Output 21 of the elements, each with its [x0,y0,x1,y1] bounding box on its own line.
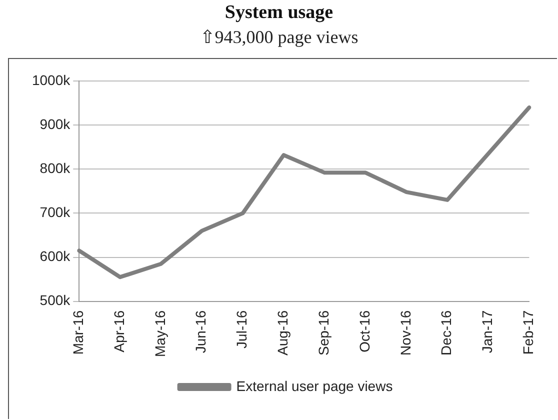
x-tick-label: Oct-16 [356,310,372,352]
legend-label: External user page views [236,378,393,394]
chart-subtitle: ⇧943,000 page views [198,26,360,48]
x-tick-label: Aug-16 [274,310,291,356]
x-tick-label: May-16 [152,310,168,358]
y-tick-label: 500k [40,292,72,308]
y-tick-label: 700k [40,204,72,220]
chart-title: System usage [224,2,334,24]
x-tick-label: Dec-16 [438,310,454,356]
x-tick-label: Feb-17 [520,310,536,355]
x-tick-label: Jul-16 [234,310,250,348]
y-tick-label: 600k [40,248,72,264]
x-tick-label: Jun-16 [192,310,209,354]
x-tick-label: Mar-16 [70,310,86,355]
y-tick-label: 800k [40,160,72,176]
y-tick-label: 1000k [32,72,72,88]
x-tick-label: Jan-17 [479,310,496,354]
x-tick-label: Apr-16 [110,310,127,352]
y-tick-label: 900k [40,116,72,132]
x-tick-label: Sep-16 [315,310,332,356]
x-tick-label: Nov-16 [397,310,414,356]
